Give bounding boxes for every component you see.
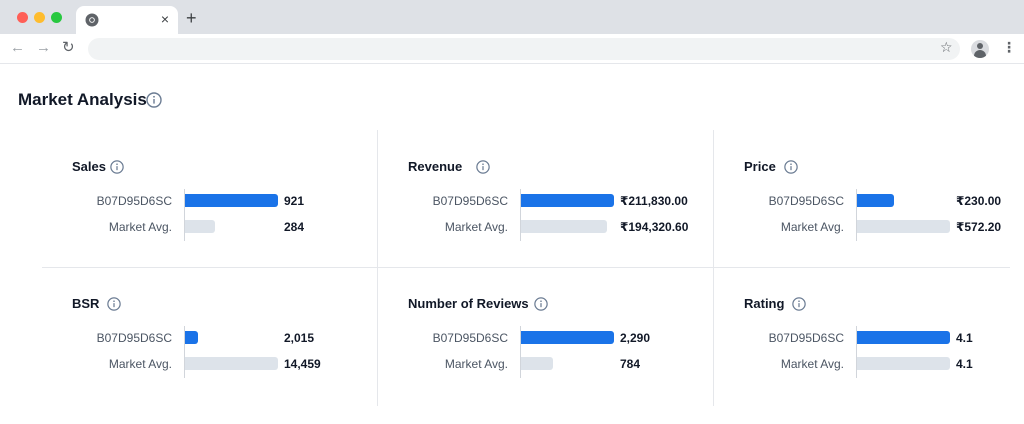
info-icon[interactable] — [107, 297, 121, 311]
product-asin-label: B07D95D6SC — [96, 194, 172, 208]
product-value: ₹230.00 — [956, 194, 1002, 208]
window-close-button[interactable] — [17, 12, 28, 23]
info-icon[interactable] — [476, 160, 490, 174]
product-bar — [521, 194, 614, 207]
close-icon[interactable]: × — [160, 11, 169, 27]
metric-card-revenue: Revenue B07D95D6SC Market Avg. ₹211,830.… — [408, 159, 708, 269]
star-icon[interactable]: ☆ — [940, 39, 953, 55]
market-avg-value: 14,459 — [284, 357, 321, 371]
market-avg-bar — [521, 357, 553, 370]
market-avg-value: 284 — [284, 220, 305, 234]
market-avg-bar — [857, 220, 950, 233]
browser-toolbar: ← → ↻ ☆ ⋮ — [0, 34, 1024, 64]
market-avg-value: 4.1 — [956, 357, 973, 371]
market-avg-label: Market Avg. — [780, 357, 844, 371]
column-divider — [713, 130, 714, 406]
forward-arrow-icon[interactable]: → — [36, 39, 51, 56]
window-minimize-button[interactable] — [34, 12, 45, 23]
metric-title: Rating — [744, 296, 785, 311]
browser-tab[interactable]: × — [76, 6, 178, 34]
reload-icon[interactable]: ↻ — [62, 39, 75, 56]
back-arrow-icon[interactable]: ← — [10, 39, 25, 56]
info-icon[interactable] — [784, 160, 798, 174]
product-value: 921 — [284, 194, 305, 208]
metric-card-sales: Sales B07D95D6SC Market Avg. 921 284 — [72, 159, 372, 269]
bar-axis — [184, 189, 185, 241]
product-value: ₹211,830.00 — [620, 194, 688, 208]
info-icon[interactable] — [110, 160, 124, 174]
market-avg-value: 784 — [620, 357, 641, 371]
product-asin-label: B07D95D6SC — [96, 331, 172, 345]
product-asin-label: B07D95D6SC — [432, 331, 508, 345]
metric-card-bsr: BSR B07D95D6SC Market Avg. 2,015 14,459 — [72, 296, 372, 406]
row-divider — [42, 267, 1010, 268]
metric-card-number-of-reviews: Number of Reviews B07D95D6SC Market Avg.… — [408, 296, 708, 406]
market-avg-bar — [521, 220, 607, 233]
product-value: 2,015 — [284, 331, 315, 345]
product-bar — [185, 331, 198, 344]
metric-title: Sales — [72, 159, 106, 174]
metric-title: Revenue — [408, 159, 463, 174]
product-bar — [521, 331, 614, 344]
info-icon[interactable] — [146, 92, 162, 108]
market-avg-bar — [185, 357, 278, 370]
market-avg-label: Market Avg. — [780, 220, 844, 234]
product-asin-label: B07D95D6SC — [432, 194, 508, 208]
product-bar — [857, 331, 950, 344]
profile-icon[interactable] — [971, 40, 989, 58]
bar-axis — [184, 326, 185, 378]
metric-card-rating: Rating B07D95D6SC Market Avg. 4.1 4.1 — [744, 296, 1024, 406]
product-asin-label: B07D95D6SC — [768, 194, 844, 208]
metric-title: BSR — [72, 296, 100, 311]
bar-axis — [856, 326, 857, 378]
bar-axis — [856, 189, 857, 241]
market-avg-value: ₹194,320.60 — [620, 220, 689, 234]
product-bar — [857, 194, 894, 207]
address-bar[interactable] — [88, 38, 960, 60]
bar-axis — [520, 326, 521, 378]
product-asin-label: B07D95D6SC — [768, 331, 844, 345]
market-avg-label: Market Avg. — [444, 357, 508, 371]
market-avg-label: Market Avg. — [108, 357, 172, 371]
market-avg-label: Market Avg. — [444, 220, 508, 234]
metric-title: Price — [744, 159, 776, 174]
market-avg-value: ₹572.20 — [956, 220, 1002, 234]
market-avg-label: Market Avg. — [108, 220, 172, 234]
market-analysis-grid: Sales B07D95D6SC Market Avg. 921 284 Rev… — [42, 130, 1010, 406]
metric-title: Number of Reviews — [408, 296, 529, 311]
window-maximize-button[interactable] — [51, 12, 62, 23]
column-divider — [377, 130, 378, 406]
market-avg-bar — [185, 220, 215, 233]
page-title: Market Analysis — [18, 90, 147, 109]
product-value: 4.1 — [956, 331, 973, 345]
chrome-icon — [85, 13, 99, 27]
product-value: 2,290 — [620, 331, 651, 345]
market-avg-bar — [857, 357, 950, 370]
plus-icon[interactable]: + — [186, 8, 197, 28]
metric-card-price: Price B07D95D6SC Market Avg. ₹230.00 ₹57… — [744, 159, 1024, 269]
info-icon[interactable] — [792, 297, 806, 311]
browser-titlebar: × + — [0, 0, 1024, 34]
bar-axis — [520, 189, 521, 241]
product-bar — [185, 194, 278, 207]
kebab-menu-icon[interactable]: ⋮ — [1002, 39, 1016, 55]
info-icon[interactable] — [534, 297, 548, 311]
